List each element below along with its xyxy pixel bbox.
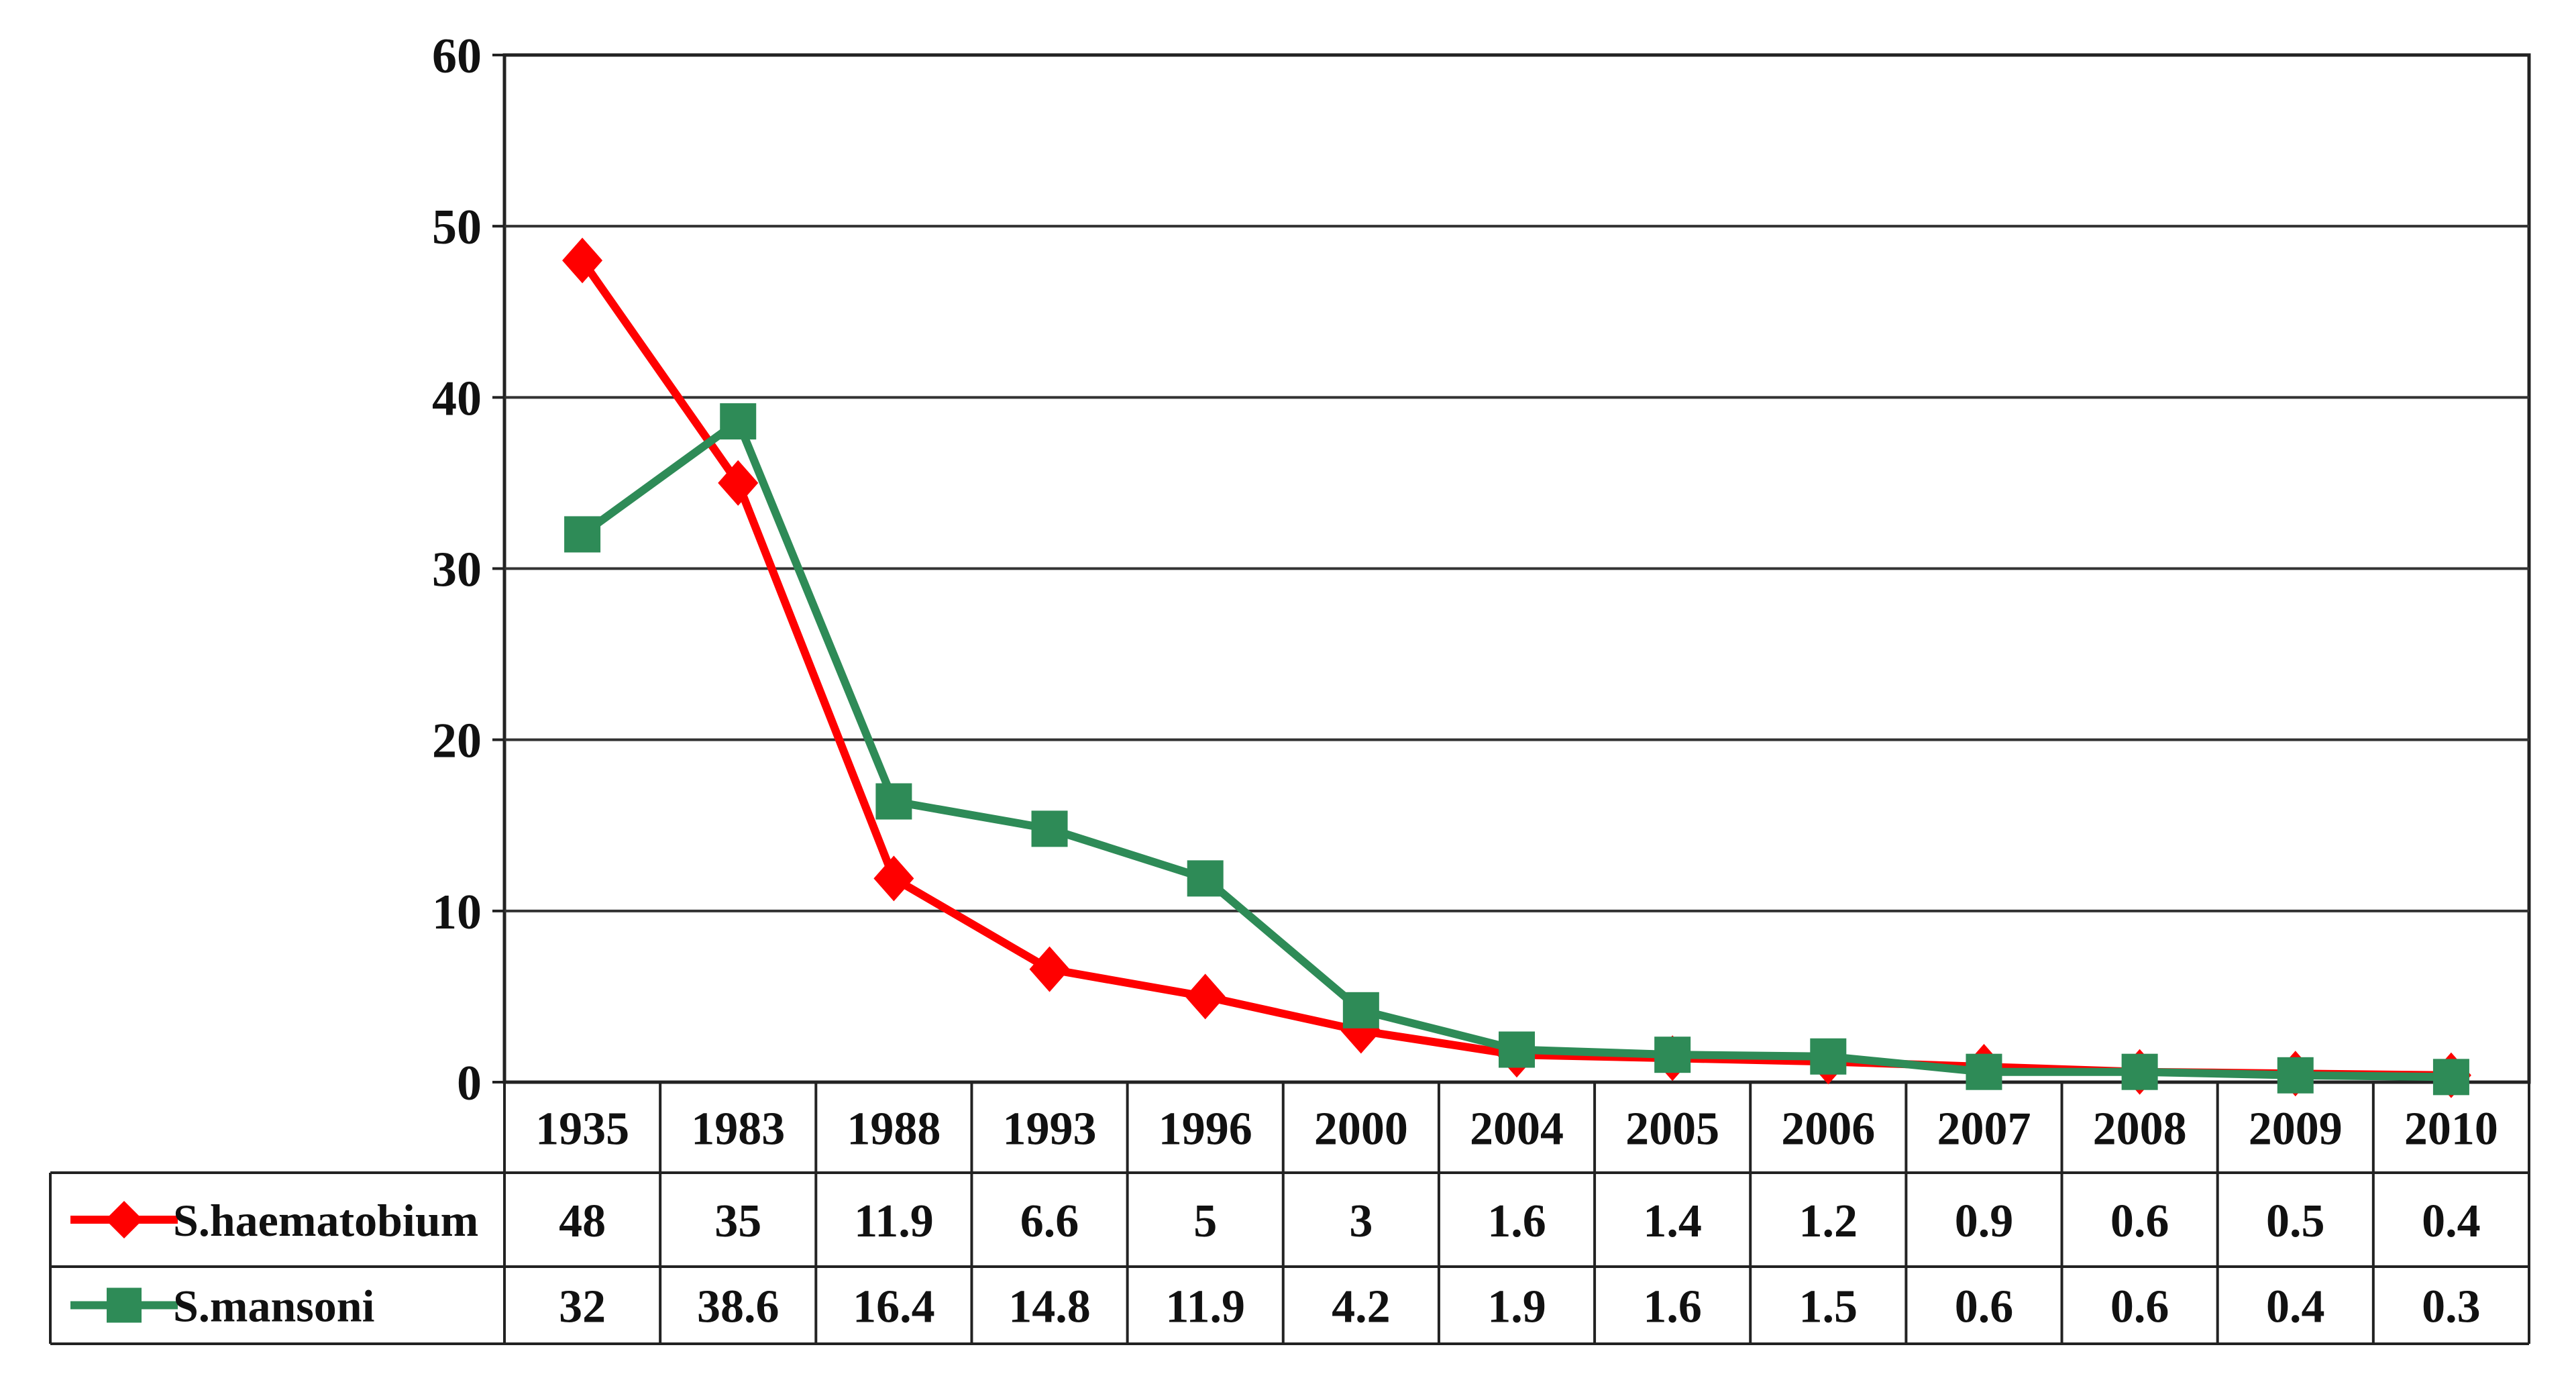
- x-tick-label: 2006: [1781, 1104, 1875, 1155]
- data-table-cell: 35: [714, 1196, 761, 1247]
- data-table-cell: 38.6: [697, 1281, 780, 1333]
- data-table-cell: 1.6: [1487, 1196, 1546, 1247]
- x-tick-label: 1983: [691, 1104, 785, 1155]
- x-tick-label: 2010: [2404, 1104, 2498, 1155]
- data-table-cell: 0.9: [1955, 1196, 2014, 1247]
- data-table-cell: 0.3: [2422, 1281, 2481, 1333]
- data-table-cell: 1.4: [1643, 1196, 1702, 1247]
- y-axis: 0 10 20 30 40 50 60: [432, 29, 504, 1111]
- series-layer: [562, 237, 2471, 1098]
- data-point: [873, 855, 914, 902]
- x-tick-label: 2005: [1625, 1104, 1719, 1155]
- data-point: [1185, 973, 1226, 1020]
- data-point: [1031, 810, 1068, 847]
- data-point: [1187, 860, 1224, 897]
- data-point: [720, 403, 757, 440]
- data-table-cell: 14.8: [1008, 1281, 1091, 1333]
- data-table-cell: 0.6: [2110, 1196, 2169, 1247]
- x-tick-label: 2007: [1937, 1104, 2031, 1155]
- data-point: [1810, 1038, 1847, 1075]
- x-tick-label: 1996: [1159, 1104, 1252, 1155]
- data-point: [1342, 992, 1379, 1028]
- data-table-cell: 0.5: [2266, 1196, 2325, 1247]
- data-table-cell: 0.6: [2110, 1281, 2169, 1333]
- data-table-cell: 1.9: [1487, 1281, 1546, 1333]
- x-tick-label: 2009: [2249, 1104, 2343, 1155]
- legend-label: S.mansoni: [173, 1281, 374, 1332]
- data-table-cell: 16.4: [853, 1281, 935, 1333]
- y-tick-label: 0: [457, 1056, 482, 1111]
- data-table-cell: 1.2: [1799, 1196, 1858, 1247]
- y-tick-label: 60: [432, 29, 482, 84]
- data-point: [875, 783, 912, 820]
- y-tick-label: 10: [432, 885, 482, 940]
- data-point: [1966, 1053, 2002, 1090]
- x-tick-label: 1935: [535, 1104, 629, 1155]
- x-tick-label: 1993: [1003, 1104, 1097, 1155]
- data-point: [1654, 1037, 1691, 1073]
- x-tick-label: 2004: [1470, 1104, 1564, 1155]
- data-table-cell: 6.6: [1020, 1196, 1079, 1247]
- data-table-cell: 4.2: [1332, 1281, 1391, 1333]
- data-point: [1029, 946, 1070, 992]
- y-tick-label: 40: [432, 371, 482, 426]
- data-table-cell: 3: [1349, 1196, 1373, 1247]
- legend-marker-diamond: [105, 1201, 143, 1238]
- data-point: [2432, 1059, 2469, 1096]
- data-point: [564, 516, 601, 553]
- data-table-cell: 11.9: [1165, 1281, 1245, 1333]
- legend-marker-square: [107, 1287, 142, 1323]
- data-table-cell: 32: [559, 1281, 606, 1333]
- data-table-cell: 5: [1193, 1196, 1217, 1247]
- data-table-cell: 48: [559, 1196, 606, 1247]
- data-point: [1499, 1031, 1535, 1068]
- data-table-cell: 1.6: [1643, 1281, 1702, 1333]
- data-point: [2277, 1057, 2314, 1094]
- data-table-cell: 0.4: [2422, 1196, 2481, 1247]
- legend-label: S.haematobium: [173, 1195, 478, 1246]
- x-tick-label: 1988: [847, 1104, 941, 1155]
- data-table: 1935 1983 1988 1993 1996 2000 2004 2005 2006 2007…: [49, 1082, 2530, 1345]
- data-table-cell: 0.6: [1955, 1281, 2014, 1333]
- y-tick-label: 30: [432, 543, 482, 598]
- data-point: [2121, 1053, 2158, 1090]
- data-table-cell: 11.9: [854, 1196, 934, 1247]
- y-tick-label: 50: [432, 200, 482, 255]
- data-table-cell: 1.5: [1799, 1281, 1858, 1333]
- y-tick-label: 20: [432, 714, 482, 769]
- data-point: [718, 460, 759, 506]
- data-table-cell: 0.4: [2266, 1281, 2325, 1333]
- x-tick-label: 2008: [2093, 1104, 2187, 1155]
- x-tick-label: 2000: [1314, 1104, 1408, 1155]
- data-point: [562, 237, 603, 284]
